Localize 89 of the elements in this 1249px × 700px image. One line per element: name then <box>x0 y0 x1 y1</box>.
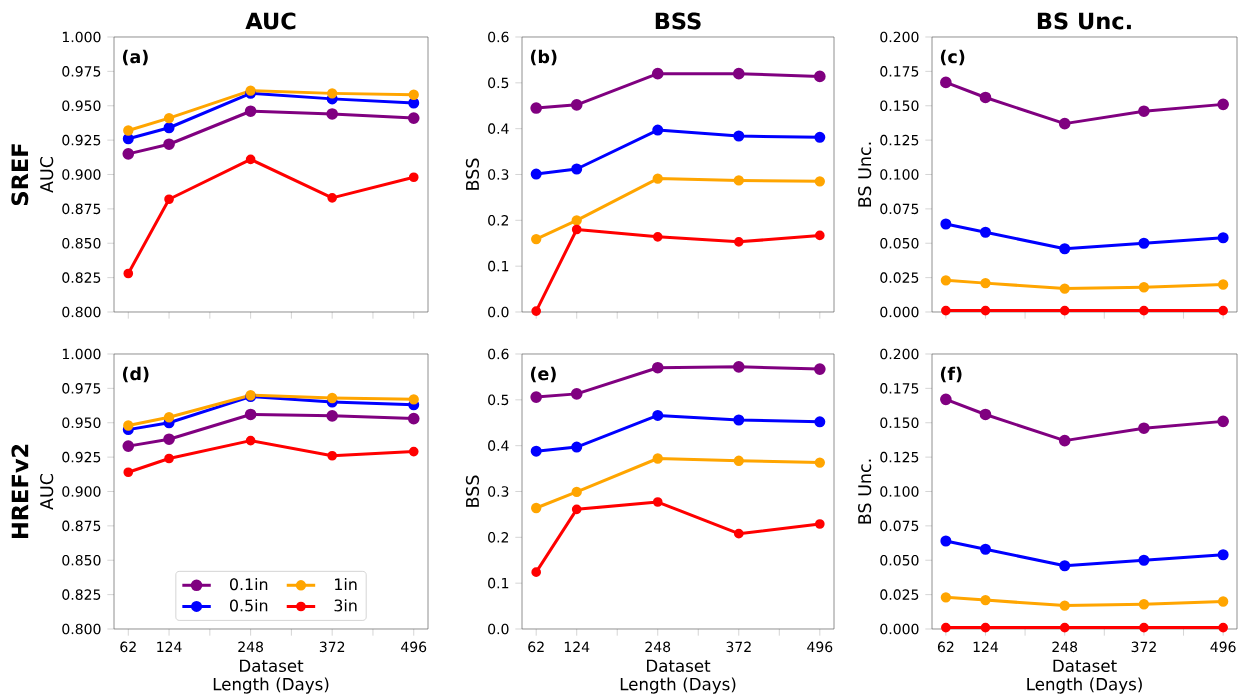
y-tick-label: 0.3 <box>488 486 509 497</box>
y-tick-label: 0.1 <box>488 577 509 589</box>
y-tick-label: 0.100 <box>880 169 919 180</box>
x-tick-label: 124 <box>564 641 590 652</box>
annotation: (d) <box>122 366 149 383</box>
y-axis-title: BS Unc. <box>858 459 872 524</box>
annotation: (c) <box>940 49 965 66</box>
y-tick-label: 0.900 <box>62 486 101 497</box>
y-axis-title: AUC <box>40 156 54 193</box>
y-tick-label: 0.025 <box>880 589 919 600</box>
legend-label: 3in <box>334 599 357 612</box>
y-tick-label: 0.975 <box>62 66 101 77</box>
x-tick-label: 496 <box>401 641 427 653</box>
y-tick-label: 0.150 <box>880 100 919 112</box>
x-tick-label: 248 <box>1052 641 1078 653</box>
x-axis-title: Dataset Length (Days) <box>1027 659 1142 694</box>
y-tick-label: 0.925 <box>62 134 101 146</box>
y-tick-label: 0.200 <box>880 348 919 360</box>
y-tick-label: 0.2 <box>488 215 509 226</box>
x-tick-label: 62 <box>120 641 136 653</box>
y-tick-label: 0.125 <box>880 134 919 146</box>
y-tick-label: 0.6 <box>488 31 509 43</box>
y-tick-label: 0.3 <box>488 169 509 180</box>
y-tick-label: 0.075 <box>880 520 919 532</box>
x-tick-label: 372 <box>319 641 345 653</box>
y-tick-label: 0.175 <box>880 66 919 77</box>
y-tick-label: 0.000 <box>880 623 919 635</box>
y-tick-label: 0.050 <box>880 554 919 566</box>
y-tick-label: 0.0 <box>488 623 509 635</box>
y-tick-label: 0.875 <box>62 520 101 532</box>
y-axis-title: AUC <box>40 473 54 510</box>
y-tick-label: 1.000 <box>62 31 101 43</box>
y-tick-label: 0.5 <box>488 77 509 89</box>
y-tick-label: 0.850 <box>62 554 101 566</box>
y-tick-label: 0.4 <box>488 123 509 134</box>
chart-title: AUC <box>245 12 296 30</box>
x-tick-label: 124 <box>157 641 182 652</box>
y-tick-label: 0.825 <box>62 272 101 283</box>
annotation: (f) <box>940 366 962 383</box>
chart-title: BS Unc. <box>1037 12 1131 30</box>
x-tick-label: 248 <box>238 641 264 653</box>
x-axis-title: Dataset Length (Days) <box>213 659 329 694</box>
y-tick-label: 0.125 <box>880 451 919 463</box>
x-axis-title: Dataset Length (Days) <box>620 659 736 694</box>
legend-label: 1in <box>335 578 357 591</box>
annotation: (b) <box>530 49 557 66</box>
y-tick-label: 0.800 <box>62 306 101 318</box>
y-tick-label: 0.1 <box>488 260 509 272</box>
legend-label: 0.1in <box>229 578 268 591</box>
y-tick-label: 0.0 <box>488 306 509 318</box>
y-tick-label: 0.975 <box>62 383 101 394</box>
y-tick-label: 0.050 <box>880 237 919 249</box>
y-tick-label: 0.825 <box>62 589 101 600</box>
y-tick-label: 0.150 <box>880 417 919 429</box>
x-tick-label: 124 <box>973 641 999 652</box>
annotation: (e) <box>530 366 556 383</box>
chart-title: BSS <box>655 12 701 30</box>
x-tick-label: 372 <box>726 641 751 653</box>
x-tick-label: 372 <box>1131 641 1156 653</box>
y-tick-label: 0.4 <box>488 440 509 451</box>
y-tick-label: 0.875 <box>62 203 101 215</box>
y-tick-label: 0.950 <box>62 417 101 429</box>
y-tick-label: 0.6 <box>488 348 509 360</box>
x-tick-label: 496 <box>1210 641 1236 653</box>
x-tick-label: 496 <box>807 641 833 653</box>
y-axis-title: BSS <box>465 475 480 507</box>
y-tick-label: 0.850 <box>62 237 101 249</box>
text: HREFv2 <box>11 444 29 539</box>
y-tick-label: 0.075 <box>880 203 919 215</box>
y-axis-title: BS Unc. <box>858 142 872 207</box>
y-tick-label: 0.175 <box>880 383 919 394</box>
y-tick-label: 0.025 <box>880 272 919 283</box>
legend-label: 0.5in <box>229 599 268 612</box>
y-tick-label: 0.800 <box>62 623 101 635</box>
y-tick-label: 0.000 <box>880 306 919 318</box>
y-tick-label: 0.925 <box>62 451 101 463</box>
y-tick-label: 1.000 <box>62 348 101 360</box>
x-tick-label: 62 <box>937 641 954 653</box>
text: SREF <box>11 144 29 206</box>
x-tick-label: 62 <box>528 641 544 653</box>
y-axis-title: BSS <box>465 158 480 190</box>
y-tick-label: 0.950 <box>62 100 101 112</box>
x-tick-label: 248 <box>645 641 671 653</box>
y-tick-label: 0.100 <box>880 486 919 497</box>
y-tick-label: 0.5 <box>488 394 509 406</box>
annotation: (a) <box>122 49 148 66</box>
y-tick-label: 0.900 <box>62 169 101 180</box>
y-tick-label: 0.200 <box>880 31 919 43</box>
y-tick-label: 0.2 <box>488 532 509 543</box>
